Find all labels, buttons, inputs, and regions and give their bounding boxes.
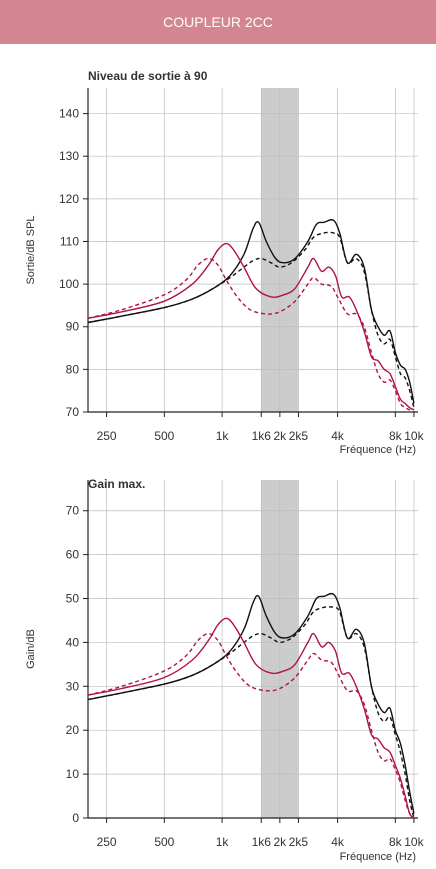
series-line-1 — [87, 218, 415, 404]
y-tick-label: 90 — [66, 320, 80, 334]
series-line-4 — [87, 632, 415, 819]
chart-2: 0 10 20 30 40 50 60 70 250 500 1k 1k6 2k 2k5 4k 8k 10k Ga… — [25, 477, 425, 863]
x-tick-label: 2k — [273, 835, 287, 849]
header-banner: COUPLEUR 2CC — [0, 0, 436, 44]
y-tick-label: 10 — [66, 767, 80, 781]
x-tick-label: 2k5 — [289, 835, 309, 849]
y-tick-label: 120 — [59, 192, 79, 206]
chart-title: Niveau de sortie à 90 — [88, 69, 208, 83]
series-line-3 — [87, 242, 415, 411]
x-tick-label: 1k6 — [252, 835, 272, 849]
y-tick-label: 20 — [66, 723, 80, 737]
x-tick-label: 1k — [216, 835, 230, 849]
y-tick-label: 130 — [59, 149, 79, 163]
y-axis-label: Sortie/dB SPL — [25, 215, 37, 284]
y-tick-label: 100 — [59, 277, 79, 291]
series-line-4 — [87, 257, 415, 413]
series-line-3 — [87, 617, 415, 819]
chart-title: Gain max. — [88, 477, 145, 491]
x-tick-label: 250 — [97, 429, 117, 443]
y-tick-label: 70 — [66, 504, 80, 518]
y-tick-label: 0 — [72, 811, 79, 825]
x-tick-label: 250 — [97, 835, 117, 849]
y-axis-label: Gain/dB — [25, 629, 37, 669]
y-tick-label: 30 — [66, 679, 80, 693]
y-tick-label: 60 — [66, 548, 80, 562]
x-tick-label: 4k — [331, 429, 345, 443]
y-tick-label: 70 — [66, 405, 80, 419]
x-tick-label: 500 — [154, 835, 174, 849]
x-axis-label: Fréquence (Hz) — [340, 851, 416, 863]
x-tick-label: 2k5 — [289, 429, 309, 443]
x-tick-label: 8k — [389, 429, 403, 443]
x-tick-label: 4k — [331, 835, 345, 849]
y-tick-label: 80 — [66, 362, 80, 376]
x-tick-label: 10k — [404, 429, 424, 443]
chart-1: 70 80 90 100 110 120 130 140 250 500 1k 1k6 2k 2k5 4k 8… — [25, 69, 425, 456]
header-title: COUPLEUR 2CC — [163, 14, 273, 30]
series-line-1 — [87, 592, 415, 814]
y-tick-label: 50 — [66, 592, 80, 606]
x-tick-label: 2k — [273, 429, 287, 443]
x-tick-label: 1k — [216, 429, 230, 443]
y-tick-label: 40 — [66, 635, 80, 649]
y-tick-label: 140 — [59, 107, 79, 121]
x-tick-label: 1k6 — [252, 429, 272, 443]
x-tick-label: 500 — [154, 429, 174, 443]
x-tick-label: 10k — [404, 835, 424, 849]
x-axis-label: Fréquence (Hz) — [340, 444, 416, 456]
y-tick-label: 110 — [60, 234, 79, 248]
x-tick-label: 8k — [389, 835, 403, 849]
series-line-2 — [87, 606, 415, 819]
series-line-2 — [87, 231, 415, 408]
